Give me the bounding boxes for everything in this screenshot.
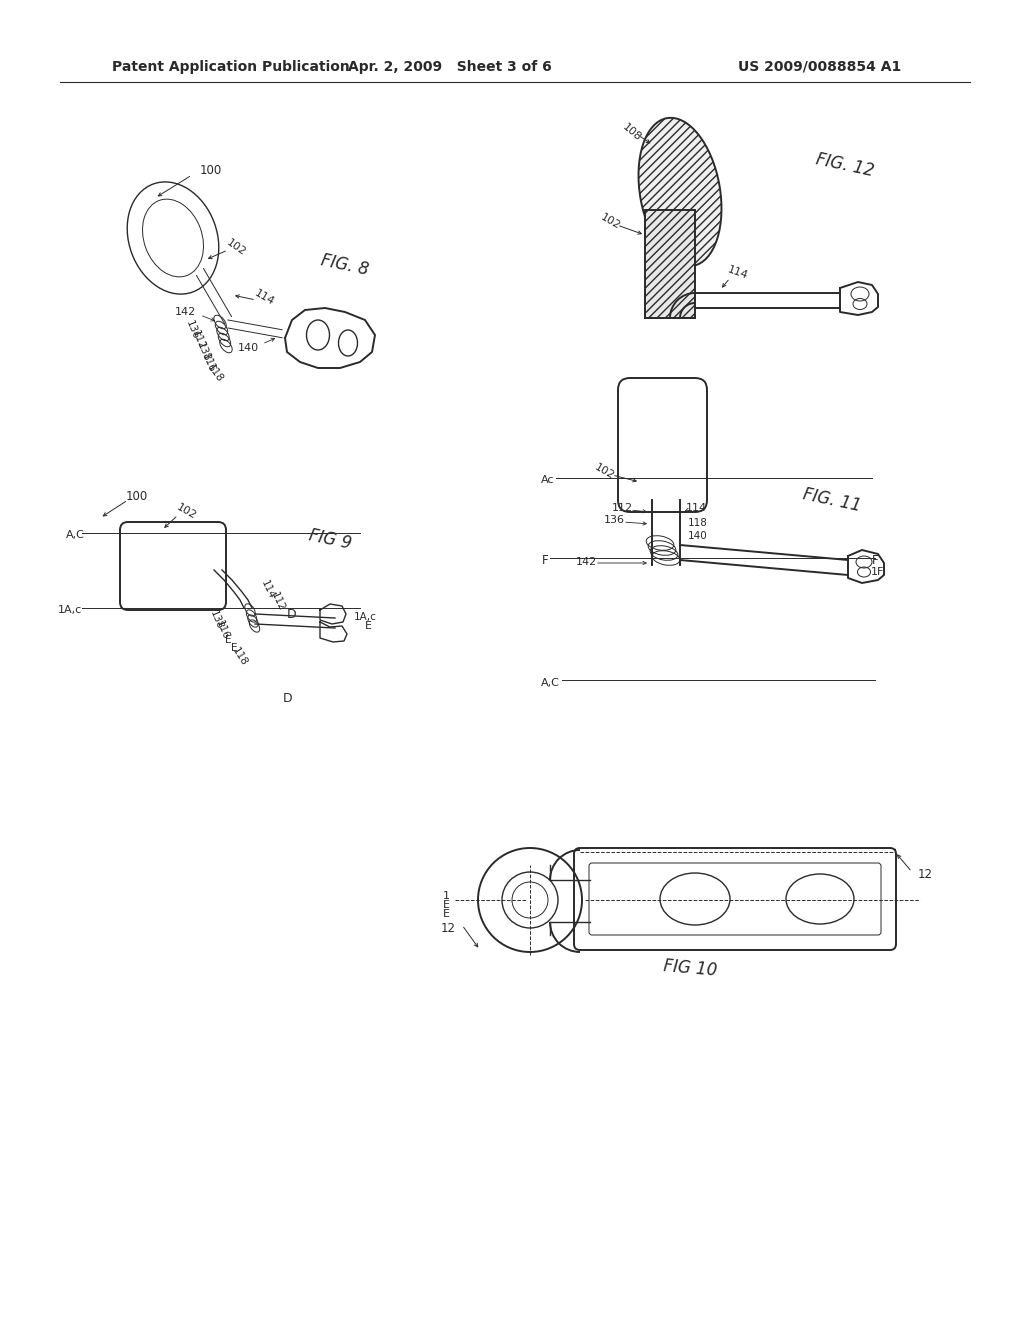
- Text: 142: 142: [575, 557, 597, 568]
- Text: 112: 112: [269, 591, 287, 612]
- Text: Apr. 2, 2009   Sheet 3 of 6: Apr. 2, 2009 Sheet 3 of 6: [348, 59, 552, 74]
- Text: 114: 114: [685, 503, 707, 513]
- Text: FIG 10: FIG 10: [663, 957, 718, 979]
- Text: FIG. 8: FIG. 8: [319, 251, 371, 279]
- Text: FIG. 11: FIG. 11: [801, 484, 863, 515]
- Text: F: F: [542, 553, 548, 566]
- Text: 116: 116: [214, 619, 230, 642]
- Text: 140: 140: [238, 343, 259, 352]
- Text: E: E: [224, 635, 231, 645]
- Text: US 2009/0088854 A1: US 2009/0088854 A1: [738, 59, 901, 74]
- Text: A,C: A,C: [541, 678, 559, 688]
- Ellipse shape: [639, 117, 722, 267]
- Text: 102: 102: [592, 462, 615, 482]
- Text: 138: 138: [195, 341, 211, 363]
- Text: 136: 136: [603, 515, 625, 525]
- Text: 12: 12: [441, 921, 456, 935]
- Text: 118: 118: [205, 362, 225, 384]
- Text: 112: 112: [189, 329, 207, 351]
- Text: 112: 112: [611, 503, 633, 513]
- Text: 140: 140: [688, 531, 708, 541]
- Text: 108: 108: [621, 121, 643, 143]
- Text: 1F: 1F: [871, 568, 885, 577]
- Text: 114: 114: [259, 579, 276, 601]
- Text: 138: 138: [208, 609, 224, 631]
- Text: Ac: Ac: [542, 475, 555, 484]
- Text: 100: 100: [126, 491, 148, 503]
- Text: 1A,c: 1A,c: [353, 612, 377, 622]
- Text: D: D: [287, 607, 297, 620]
- Text: Patent Application Publication: Patent Application Publication: [112, 59, 350, 74]
- Text: E: E: [443, 909, 450, 919]
- Text: D: D: [284, 692, 293, 705]
- Text: A,C: A,C: [66, 531, 84, 540]
- Text: 142: 142: [174, 308, 196, 317]
- Text: 1A,c: 1A,c: [58, 605, 82, 615]
- Text: F: F: [871, 553, 879, 566]
- Text: FIG. 12: FIG. 12: [814, 150, 876, 180]
- Text: 102: 102: [598, 213, 622, 231]
- Text: E: E: [443, 900, 450, 909]
- Text: 12: 12: [918, 869, 933, 882]
- Text: 1: 1: [443, 891, 450, 902]
- Text: FIG 9: FIG 9: [307, 527, 353, 553]
- Text: 100: 100: [200, 164, 222, 177]
- Text: 118: 118: [230, 645, 250, 668]
- Text: 114: 114: [726, 265, 750, 281]
- Text: 102: 102: [174, 503, 198, 521]
- Bar: [645, 210, 695, 318]
- Text: E: E: [230, 643, 238, 653]
- Text: 136: 136: [183, 319, 201, 341]
- Text: 118: 118: [688, 517, 708, 528]
- Text: 102: 102: [224, 238, 248, 259]
- Text: 114: 114: [252, 288, 275, 308]
- Text: 116: 116: [200, 352, 216, 374]
- Text: E: E: [365, 620, 372, 631]
